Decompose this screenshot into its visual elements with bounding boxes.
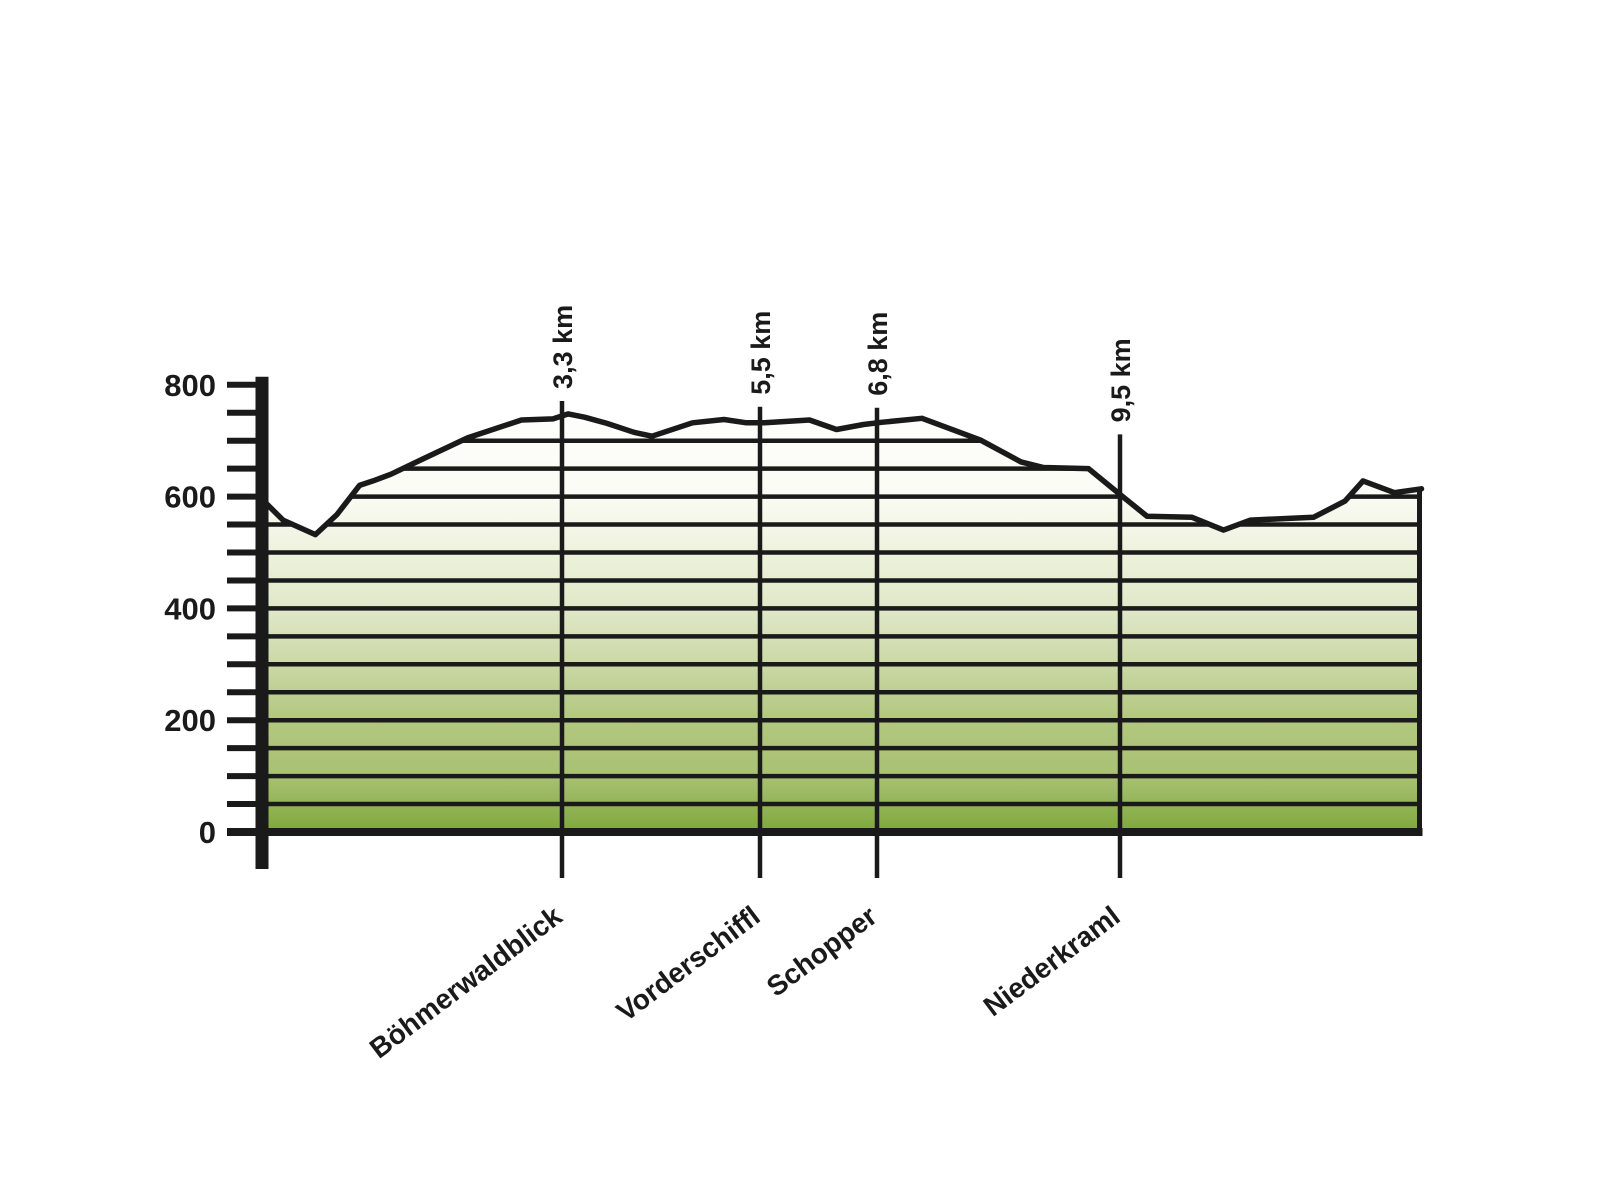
y-axis-label-200: 200 [164, 703, 216, 738]
waypoint-distance-label: 5,5 km [746, 311, 776, 395]
y-axis-labels: 0 200 400 600 800 [164, 368, 216, 850]
elevation-curve [262, 411, 1425, 538]
y-axis-label-800: 800 [164, 368, 216, 403]
waypoint-distance-label: 9,5 km [1106, 338, 1136, 422]
waypoint-distance-label: 6,8 km [863, 312, 893, 396]
waypoint-distance-label: 3,3 km [548, 305, 578, 389]
y-axis-ticks [227, 381, 262, 835]
y-axis-label-600: 600 [164, 480, 216, 515]
waypoint-name-label: Böhmerwaldblick [364, 900, 568, 1065]
waypoint-name-label: Niederkraml [978, 900, 1126, 1022]
y-axis-label-400: 400 [164, 591, 216, 626]
waypoint-name-label: Schopper [761, 900, 883, 1003]
waypoint-name-label: Vorderschiffl [611, 900, 766, 1027]
elevation-area-fill [265, 413, 1422, 832]
y-axis-label-0: 0 [199, 815, 216, 850]
